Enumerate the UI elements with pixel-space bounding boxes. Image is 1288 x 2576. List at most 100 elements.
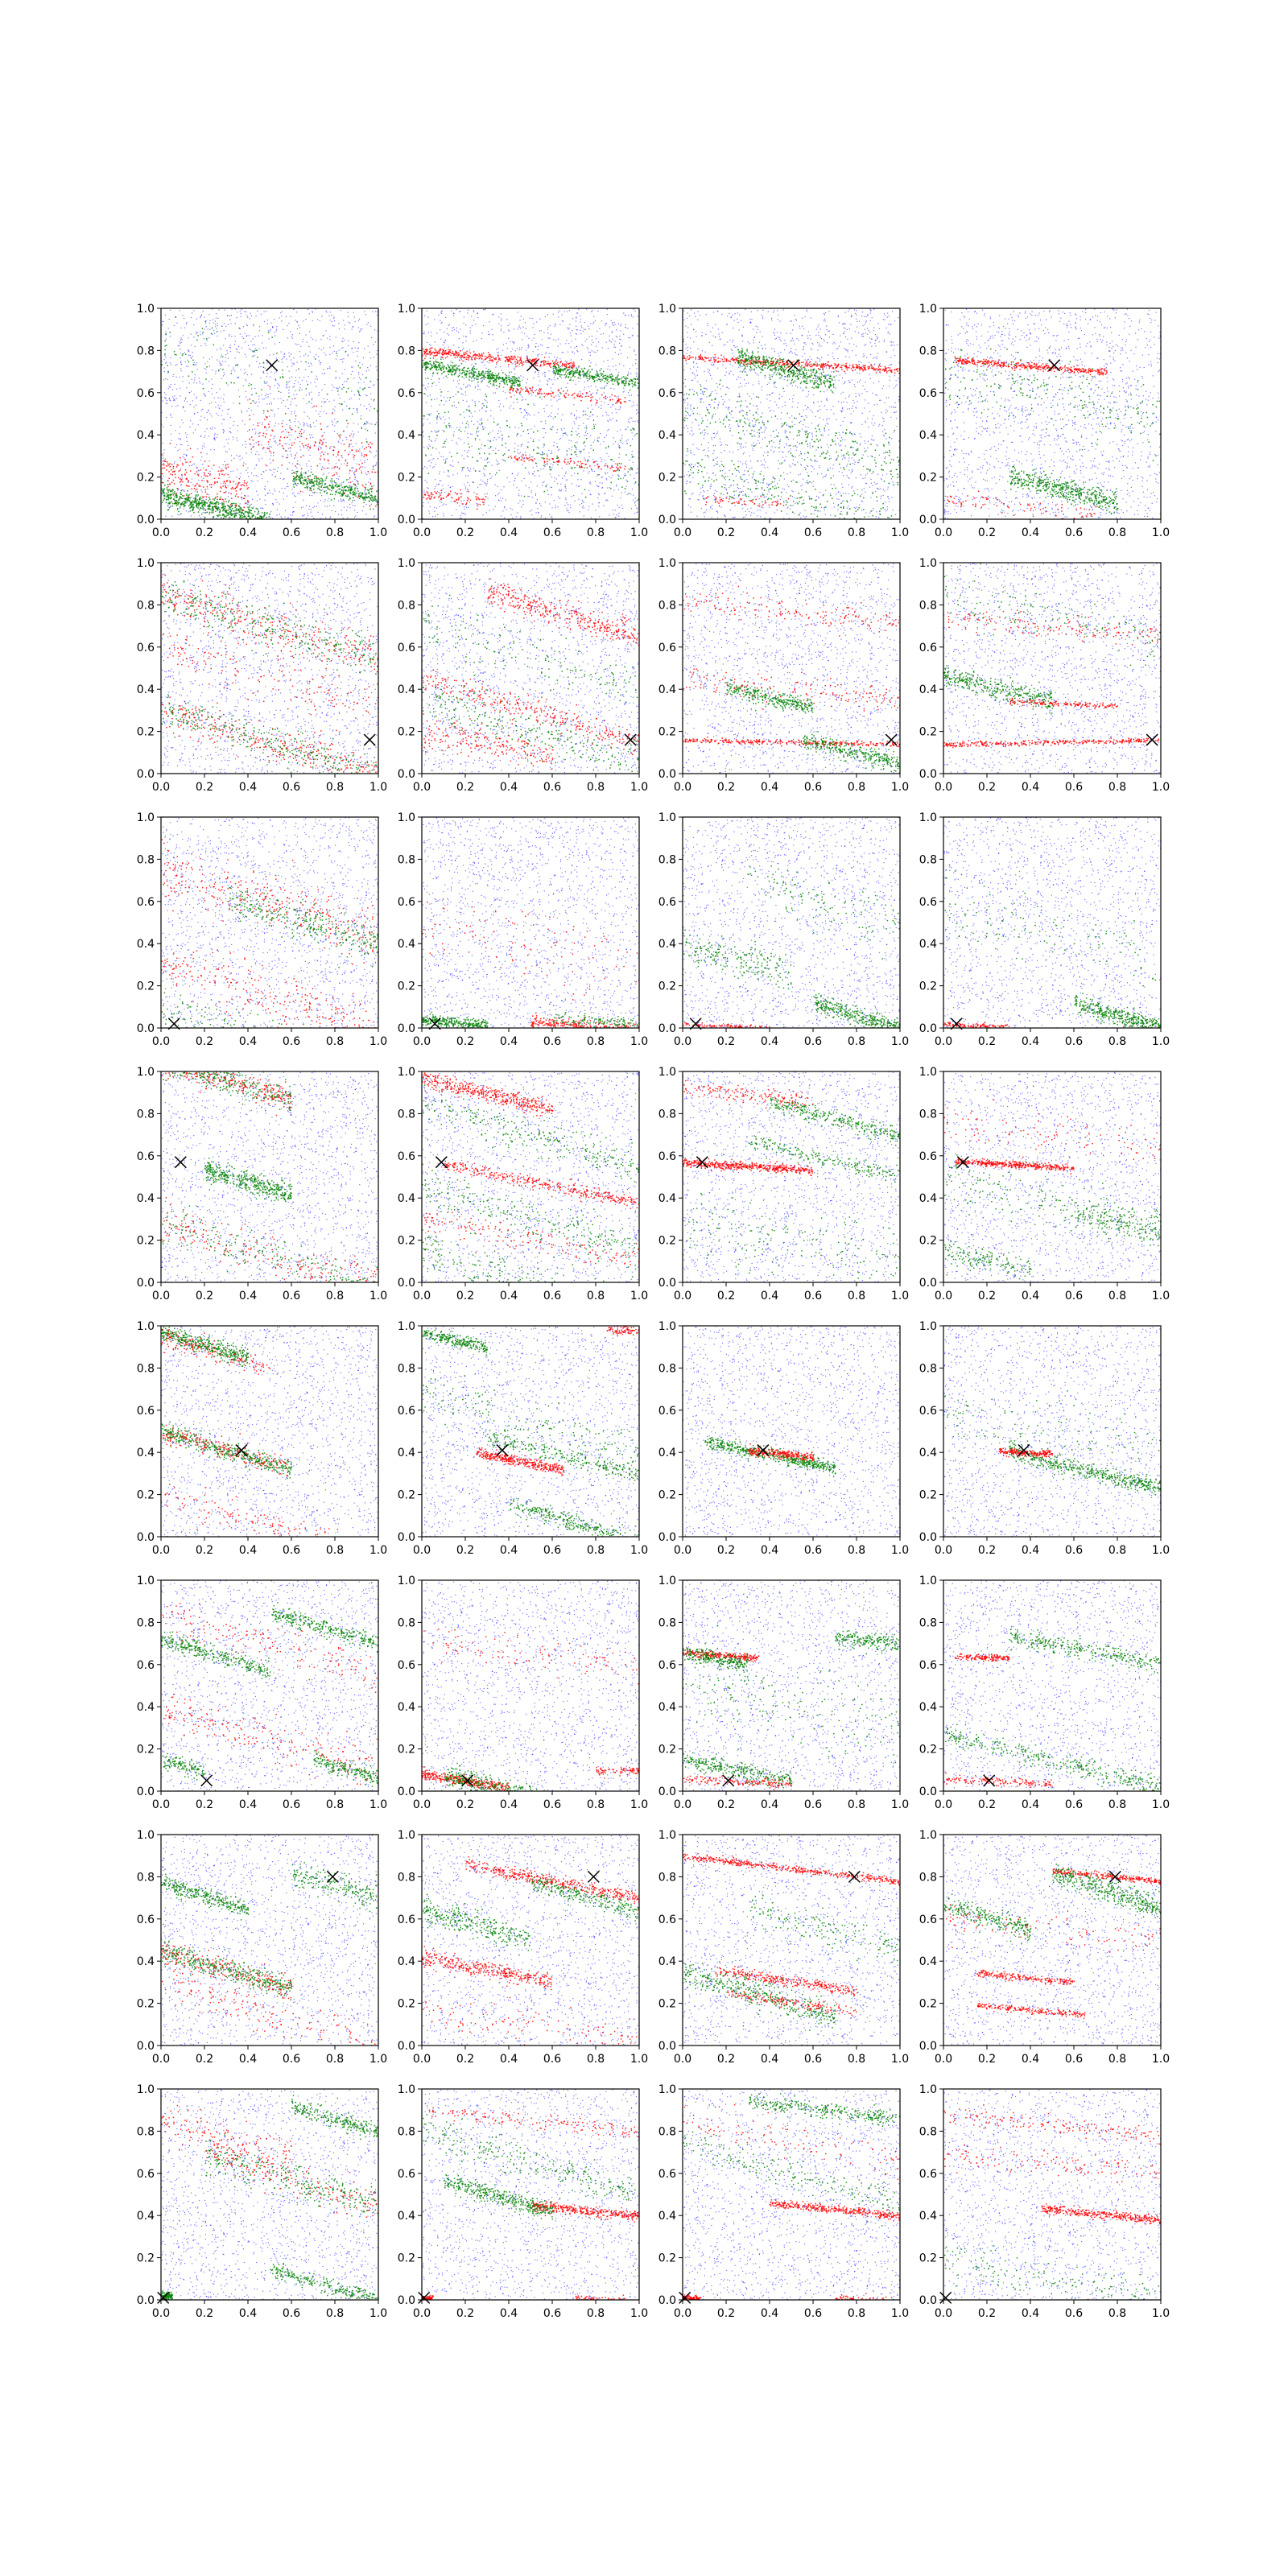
- point-background: [367, 367, 368, 368]
- point-background: [539, 476, 540, 477]
- point-class-b: [293, 484, 295, 485]
- point-class-b: [211, 512, 213, 514]
- point-background: [275, 442, 276, 443]
- point-class-b: [209, 512, 211, 514]
- point-background: [452, 396, 453, 397]
- point-background: [243, 326, 244, 327]
- point-background: [229, 431, 230, 432]
- point-class-a: [242, 510, 244, 512]
- point-class-a: [365, 487, 366, 489]
- point-class-a: [194, 488, 196, 489]
- point-background: [463, 348, 464, 349]
- point-background: [177, 405, 178, 406]
- point-background: [276, 329, 277, 330]
- point-background: [331, 446, 332, 447]
- point-background: [452, 474, 453, 475]
- point-background: [423, 447, 424, 448]
- point-class-b: [301, 474, 303, 476]
- x-tick-label: 0.6: [283, 526, 300, 539]
- point-background: [459, 379, 460, 380]
- point-class-a: [320, 456, 322, 457]
- point-class-a: [295, 415, 297, 417]
- point-background: [619, 343, 620, 344]
- point-class-a: [228, 474, 229, 476]
- point-class-a: [431, 347, 433, 349]
- point-background: [501, 330, 502, 331]
- point-class-b: [349, 489, 350, 491]
- point-class-b: [307, 483, 308, 485]
- point-background: [310, 424, 311, 425]
- point-background: [259, 499, 260, 500]
- point-background: [454, 431, 455, 432]
- point-background: [354, 474, 355, 475]
- point-class-a: [221, 470, 222, 472]
- point-background: [208, 337, 209, 338]
- point-background: [231, 460, 232, 461]
- point-background: [533, 351, 534, 352]
- point-class-a: [361, 463, 363, 464]
- point-background: [371, 504, 372, 505]
- point-background: [636, 373, 637, 374]
- point-class-a: [249, 429, 250, 431]
- point-background: [550, 468, 551, 469]
- point-background: [606, 435, 607, 436]
- point-background: [171, 417, 172, 418]
- point-class-a: [184, 459, 186, 460]
- point-class-a: [243, 465, 245, 467]
- point-background: [484, 399, 485, 400]
- point-class-b: [203, 388, 204, 390]
- point-class-a: [320, 458, 321, 460]
- point-class-a: [246, 483, 247, 485]
- point-background: [518, 493, 519, 494]
- point-background: [283, 478, 284, 479]
- point-background: [212, 429, 213, 430]
- point-class-a: [236, 490, 237, 492]
- point-class-b: [316, 476, 317, 477]
- point-background: [451, 501, 452, 502]
- point-background: [281, 516, 282, 517]
- point-class-b: [342, 495, 344, 497]
- point-class-b: [242, 517, 244, 518]
- point-background: [553, 340, 554, 341]
- point-background: [441, 323, 442, 324]
- point-background: [269, 338, 270, 339]
- point-background: [593, 316, 594, 317]
- point-background: [299, 333, 300, 334]
- point-background: [254, 428, 255, 429]
- point-background: [310, 512, 311, 513]
- point-class-b: [170, 332, 171, 333]
- point-background: [316, 420, 317, 421]
- point-background: [300, 449, 301, 450]
- point-background: [165, 363, 166, 364]
- point-background: [461, 359, 462, 360]
- point-class-a: [309, 489, 311, 491]
- point-class-b: [172, 493, 174, 494]
- point-background: [501, 318, 502, 319]
- point-background: [636, 410, 637, 411]
- point-background: [301, 472, 302, 473]
- point-background: [583, 470, 584, 471]
- point-background: [565, 343, 566, 344]
- point-class-b: [354, 492, 356, 493]
- point-class-b: [240, 509, 242, 510]
- point-class-b: [345, 490, 347, 492]
- point-class-b: [354, 494, 356, 496]
- point-class-b: [353, 500, 354, 502]
- point-class-a: [266, 465, 268, 467]
- point-class-b: [355, 496, 357, 497]
- point-background: [304, 514, 305, 515]
- point-background: [373, 401, 374, 402]
- point-class-b: [240, 507, 242, 509]
- point-background: [165, 398, 166, 399]
- point-background: [430, 465, 431, 466]
- point-class-b: [215, 503, 217, 505]
- point-class-a: [369, 506, 371, 507]
- point-class-a: [373, 469, 374, 470]
- point-background: [507, 325, 508, 326]
- point-background: [588, 456, 589, 457]
- point-background: [321, 495, 322, 496]
- point-background: [173, 400, 174, 401]
- point-background: [193, 382, 194, 383]
- point-background: [569, 512, 570, 513]
- point-background: [329, 339, 330, 340]
